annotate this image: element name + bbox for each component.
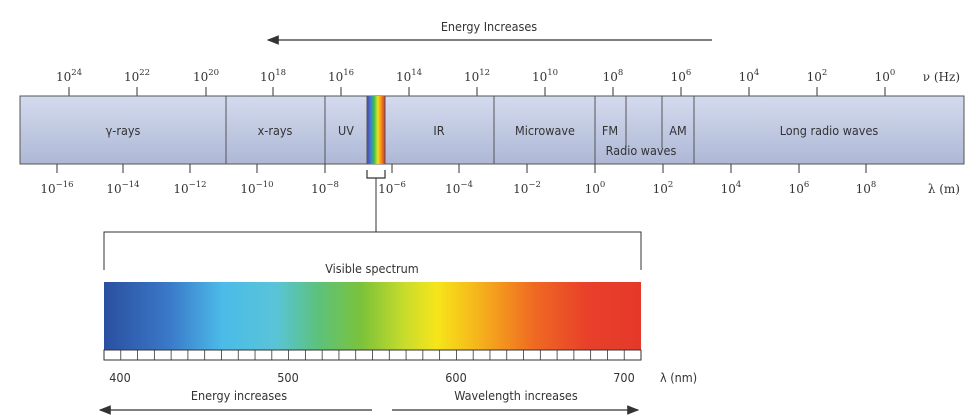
region-radio: Radio waves xyxy=(606,143,677,158)
wavelength-axis: 10−16 10−14 10−12 10−10 10−8 10−6 10−4 10−2 100 1… xyxy=(40,164,876,196)
nm-tick-label: 400 xyxy=(109,370,130,385)
region-uv: UV xyxy=(338,123,354,138)
wl-tick-label: 10−10 xyxy=(240,180,273,196)
freq-tick-label: 1022 xyxy=(124,68,150,84)
nm-tick-label: 700 xyxy=(613,370,634,385)
wl-tick-label: 102 xyxy=(653,180,674,196)
nm-ruler xyxy=(103,349,642,361)
wl-tick-label: 10−8 xyxy=(311,180,339,196)
wl-tick-label: 10−4 xyxy=(445,180,473,196)
region-microwave: Microwave xyxy=(515,123,575,138)
freq-tick-label: 1020 xyxy=(193,68,219,84)
freq-tick-label: 104 xyxy=(739,68,760,84)
top-arrow-label: Energy Increases xyxy=(441,19,537,34)
region-ir: IR xyxy=(433,123,444,138)
nm-axis: 400 500 600 700 xyxy=(109,370,634,385)
wl-tick-label: 10−16 xyxy=(40,180,73,196)
region-xray: x-rays xyxy=(258,123,293,138)
freq-tick-label: 1024 xyxy=(56,68,82,84)
wl-tick-label: 100 xyxy=(585,180,606,196)
visible-spectrum-bar xyxy=(104,282,641,350)
bottom-energy-label: Energy increases xyxy=(191,388,287,403)
freq-tick-label: 106 xyxy=(671,68,692,84)
wl-tick-label: 10−14 xyxy=(106,180,139,196)
region-am: AM xyxy=(669,123,686,138)
nm-tick-label: 600 xyxy=(445,370,466,385)
visible-title: Visible spectrum xyxy=(325,261,419,276)
region-gamma: γ-rays xyxy=(106,123,141,138)
wl-tick-label: 10−12 xyxy=(173,180,206,196)
visible-strip-in-band xyxy=(367,96,385,164)
freq-tick-label: 1014 xyxy=(396,68,422,84)
freq-tick-label: 1010 xyxy=(532,68,558,84)
wl-tick-label: 108 xyxy=(856,180,877,196)
band-dividers xyxy=(225,96,695,164)
bottom-wavelength-label: Wavelength increases xyxy=(454,388,578,403)
wl-unit-label: λ (m) xyxy=(928,182,960,196)
spectrum-band xyxy=(19,95,965,165)
freq-tick-label: 1018 xyxy=(260,68,286,84)
freq-unit-label: ν (Hz) xyxy=(923,70,960,84)
region-fm: FM xyxy=(602,123,618,138)
wl-tick-label: 106 xyxy=(789,180,810,196)
freq-tick-label: 102 xyxy=(807,68,828,84)
nm-unit-label: λ (nm) xyxy=(660,370,697,385)
region-long-radio: Long radio waves xyxy=(780,123,879,138)
wl-tick-label: 10−6 xyxy=(378,180,406,196)
wl-tick-label: 10−2 xyxy=(513,180,541,196)
freq-tick-label: 100 xyxy=(875,68,896,84)
wl-tick-label: 104 xyxy=(721,180,742,196)
frequency-axis: 1024 1022 1020 1018 1016 1014 1012 1010 108 106 10… xyxy=(56,68,895,96)
freq-tick-label: 108 xyxy=(603,68,624,84)
expansion-frame xyxy=(103,231,642,270)
freq-tick-label: 1016 xyxy=(328,68,354,84)
visible-bracket xyxy=(366,170,386,179)
freq-tick-label: 1012 xyxy=(464,68,490,84)
nm-tick-label: 500 xyxy=(277,370,298,385)
